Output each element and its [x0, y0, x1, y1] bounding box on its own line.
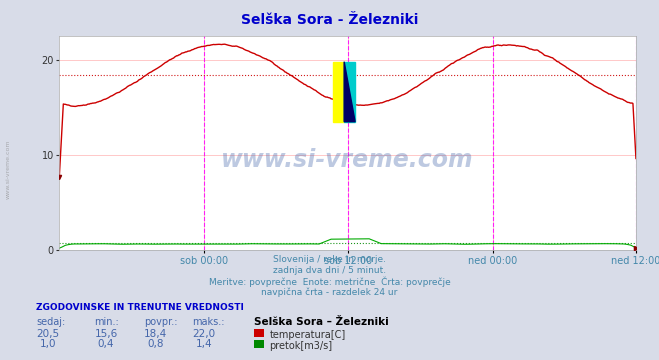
- Bar: [344, 62, 355, 122]
- Text: Meritve: povprečne  Enote: metrične  Črta: povprečje: Meritve: povprečne Enote: metrične Črta:…: [209, 276, 450, 287]
- Text: pretok[m3/s]: pretok[m3/s]: [270, 341, 333, 351]
- Text: 15,6: 15,6: [94, 329, 118, 339]
- Text: www.si-vreme.com: www.si-vreme.com: [5, 139, 11, 199]
- Text: min.:: min.:: [94, 317, 119, 327]
- Text: 18,4: 18,4: [144, 329, 167, 339]
- Text: sedaj:: sedaj:: [36, 317, 65, 327]
- Polygon shape: [344, 62, 355, 122]
- Text: Selška Sora – Železniki: Selška Sora – Železniki: [254, 317, 388, 327]
- Text: www.si-vreme.com: www.si-vreme.com: [221, 148, 474, 172]
- Text: zadnja dva dni / 5 minut.: zadnja dva dni / 5 minut.: [273, 266, 386, 275]
- Text: Selška Sora - Železniki: Selška Sora - Železniki: [241, 13, 418, 27]
- Text: 0,4: 0,4: [98, 339, 115, 350]
- Text: navpična črta - razdelek 24 ur: navpična črta - razdelek 24 ur: [262, 287, 397, 297]
- Bar: [333, 62, 344, 122]
- Text: temperatura[C]: temperatura[C]: [270, 330, 346, 340]
- Text: 1,0: 1,0: [40, 339, 57, 350]
- Text: Slovenija / reke in morje.: Slovenija / reke in morje.: [273, 255, 386, 264]
- Text: 22,0: 22,0: [192, 329, 216, 339]
- Text: povpr.:: povpr.:: [144, 317, 177, 327]
- Text: 1,4: 1,4: [196, 339, 213, 350]
- Text: maks.:: maks.:: [192, 317, 225, 327]
- Text: ZGODOVINSKE IN TRENUTNE VREDNOSTI: ZGODOVINSKE IN TRENUTNE VREDNOSTI: [36, 303, 244, 312]
- Text: 0,8: 0,8: [147, 339, 164, 350]
- Text: 20,5: 20,5: [36, 329, 60, 339]
